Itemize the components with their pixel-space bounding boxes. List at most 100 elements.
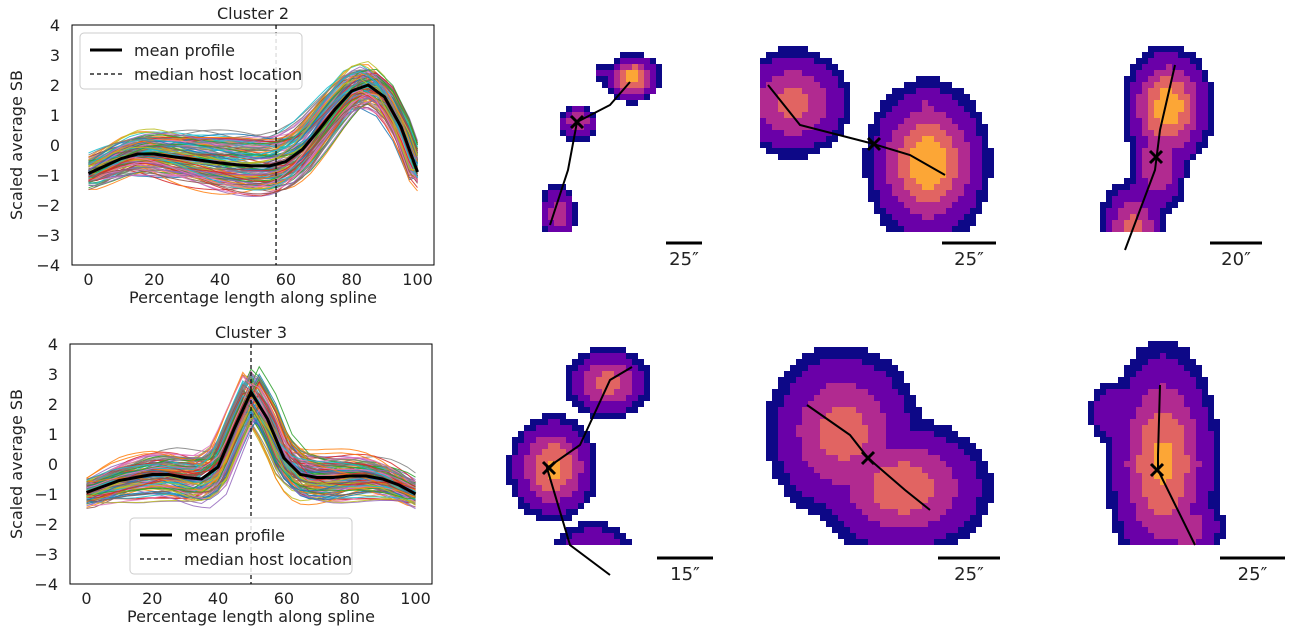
- pixel: [946, 527, 952, 533]
- pixel: [790, 377, 796, 383]
- pixel: [868, 395, 874, 401]
- pixel: [904, 82, 910, 88]
- pixel: [1130, 365, 1136, 371]
- pixel: [1130, 190, 1136, 196]
- pixel: [602, 353, 608, 359]
- pixel: [1106, 425, 1112, 431]
- pixel: [1118, 461, 1124, 467]
- pixel: [886, 491, 892, 497]
- pixel: [1148, 76, 1154, 82]
- pixel: [554, 413, 560, 419]
- pixel: [560, 485, 566, 491]
- pixel: [802, 413, 808, 419]
- pixel: [940, 118, 946, 124]
- pixel: [928, 509, 934, 515]
- pixel: [946, 485, 952, 491]
- pixel: [614, 377, 620, 383]
- pixel: [820, 94, 826, 100]
- pixel: [1136, 70, 1142, 76]
- pixel: [1190, 419, 1196, 425]
- pixel: [844, 437, 850, 443]
- pixel: [976, 142, 982, 148]
- pixel: [1160, 142, 1166, 148]
- pixel: [964, 515, 970, 521]
- pixel: [922, 202, 928, 208]
- pixel: [814, 509, 820, 515]
- pixel: [1160, 353, 1166, 359]
- pixel: [578, 461, 584, 467]
- pixel: [1136, 124, 1142, 130]
- pixel: [566, 443, 572, 449]
- pixel: [892, 491, 898, 497]
- pixel: [1130, 124, 1136, 130]
- pixel: [1124, 437, 1130, 443]
- pixel: [928, 124, 934, 130]
- pixel: [1130, 485, 1136, 491]
- pixel: [946, 136, 952, 142]
- pixel: [542, 443, 548, 449]
- pixel: [940, 112, 946, 118]
- pixel: [910, 509, 916, 515]
- pixel: [796, 467, 802, 473]
- pixel: [1178, 154, 1184, 160]
- pixel: [904, 533, 910, 539]
- pixel: [844, 413, 850, 419]
- pixel: [904, 497, 910, 503]
- x-axis-label: Percentage length along spline: [129, 288, 377, 307]
- pixel: [524, 443, 530, 449]
- pixel: [844, 82, 850, 88]
- pixel: [1148, 214, 1154, 220]
- pixel: [1130, 407, 1136, 413]
- pixel: [1142, 533, 1148, 539]
- pixel: [976, 515, 982, 521]
- x-tick-label: 0: [83, 270, 93, 289]
- pixel: [524, 461, 530, 467]
- pixel: [1160, 178, 1166, 184]
- pixel: [1154, 491, 1160, 497]
- pixel: [880, 154, 886, 160]
- pixel: [524, 431, 530, 437]
- pixel: [940, 184, 946, 190]
- pixel: [862, 515, 868, 521]
- pixel: [590, 485, 596, 491]
- pixel: [1166, 503, 1172, 509]
- pixel: [1166, 437, 1172, 443]
- pixel: [608, 413, 614, 419]
- pixel: [1148, 431, 1154, 437]
- pixel: [970, 491, 976, 497]
- pixel: [940, 166, 946, 172]
- pixel: [862, 425, 868, 431]
- pixel: [1130, 371, 1136, 377]
- pixel: [1166, 58, 1172, 64]
- pixel: [1148, 407, 1154, 413]
- pixel: [620, 359, 626, 365]
- pixel: [910, 202, 916, 208]
- pixel: [952, 533, 958, 539]
- pixel: [826, 497, 832, 503]
- pixel: [838, 443, 844, 449]
- pixel: [796, 118, 802, 124]
- pixel: [784, 383, 790, 389]
- pixel: [982, 178, 988, 184]
- pixel: [572, 461, 578, 467]
- pixel: [1148, 64, 1154, 70]
- pixel: [970, 106, 976, 112]
- pixel: [838, 401, 844, 407]
- pixel: [910, 226, 916, 232]
- pixel: [1112, 214, 1118, 220]
- pixel: [886, 539, 892, 545]
- pixel: [874, 202, 880, 208]
- pixel: [988, 491, 994, 497]
- pixel: [778, 94, 784, 100]
- pixel: [560, 479, 566, 485]
- pixel: [898, 112, 904, 118]
- pixel: [1178, 112, 1184, 118]
- pixel: [886, 160, 892, 166]
- pixel: [964, 467, 970, 473]
- pixel: [1178, 82, 1184, 88]
- pixel: [808, 467, 814, 473]
- pixel: [838, 389, 844, 395]
- pixel: [1160, 371, 1166, 377]
- pixel: [608, 88, 614, 94]
- pixel: [1136, 455, 1142, 461]
